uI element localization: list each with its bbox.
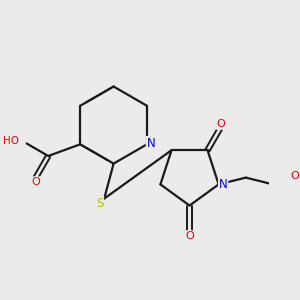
Text: O: O <box>32 177 40 187</box>
Text: HO: HO <box>3 136 19 146</box>
Text: N: N <box>147 137 155 150</box>
Text: O: O <box>290 172 299 182</box>
Text: N: N <box>219 178 227 191</box>
Text: O: O <box>185 231 194 241</box>
Text: S: S <box>96 197 103 210</box>
Text: O: O <box>217 119 226 129</box>
